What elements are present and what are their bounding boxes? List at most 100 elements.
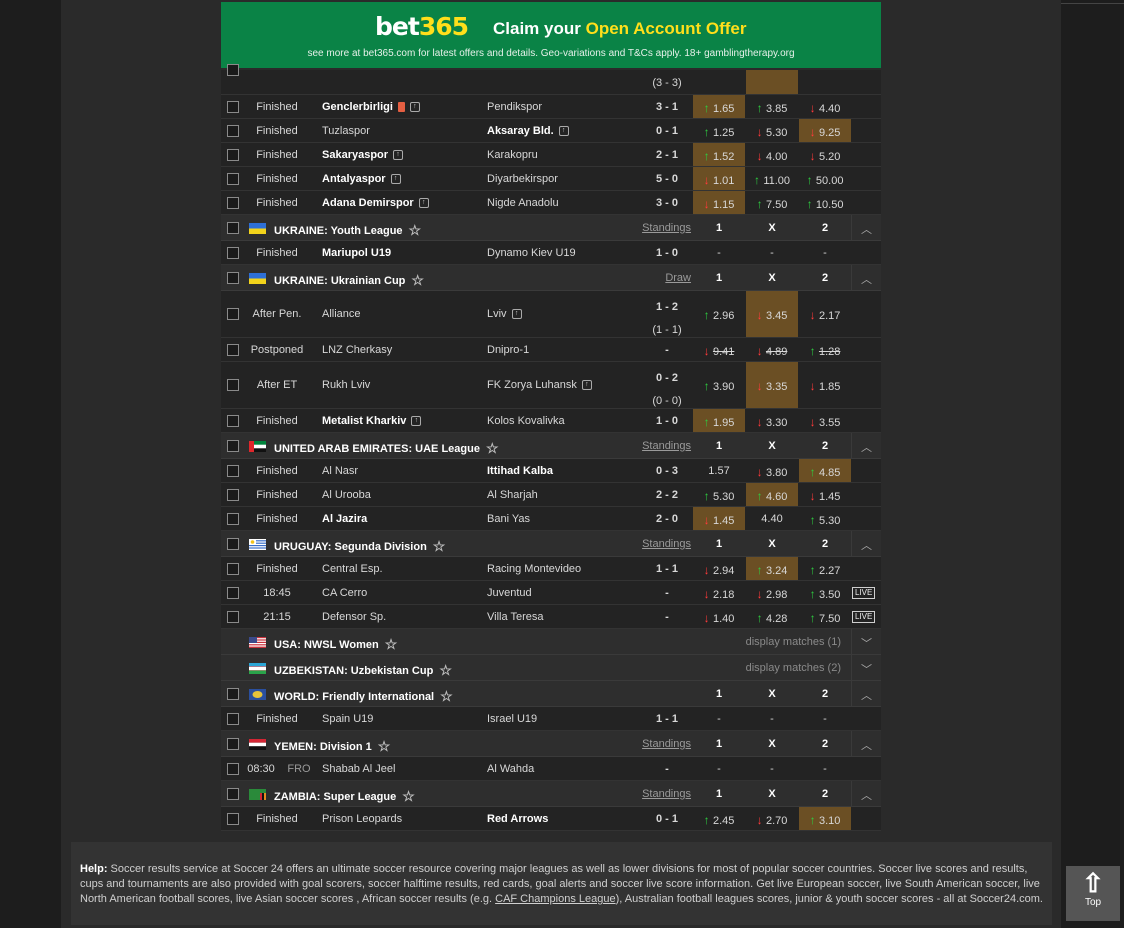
standings-link[interactable]: Standings [642, 788, 691, 800]
odds-home[interactable]: ↑ 1.65 [693, 95, 745, 118]
match-checkbox[interactable] [227, 197, 239, 209]
match-checkbox[interactable] [227, 101, 239, 113]
odds-draw[interactable]: 4.40 [746, 507, 798, 530]
match-checkbox[interactable] [227, 415, 239, 427]
odds-away[interactable]: ↑ 50.00 [799, 167, 851, 190]
odds-away[interactable]: ↓ 5.20 [799, 143, 851, 166]
odds-home[interactable]: - [693, 707, 745, 730]
chevron-up-icon[interactable]: ︿ [851, 215, 881, 240]
odds-away[interactable]: ↓ 1.85 [799, 362, 851, 408]
home-team[interactable]: Al Nasr [322, 465, 358, 477]
odds-draw[interactable]: ↓ 4.00 [746, 143, 798, 166]
match-checkbox[interactable] [227, 308, 239, 320]
odds-draw[interactable]: ↓ 5.30 [746, 119, 798, 142]
match-row[interactable]: Finished Spain U19 Israel U19 1 - 1 - - - [221, 707, 881, 731]
match-checkbox[interactable] [227, 125, 239, 137]
match-checkbox[interactable] [227, 64, 239, 76]
league-checkbox[interactable] [227, 738, 239, 750]
league-name[interactable]: UKRAINE: Ukrainian Cup ☆ [274, 272, 424, 289]
star-icon[interactable]: ☆ [402, 788, 415, 804]
match-checkbox[interactable] [227, 149, 239, 161]
match-row[interactable]: 18:45 CA Cerro Juventud - ↓ 2.18 ↓ 2.98 ↑ 3.50… [221, 581, 881, 605]
odds-draw[interactable]: ↓ 4.89 [746, 338, 798, 361]
league-checkbox[interactable] [227, 538, 239, 550]
chevron-up-icon[interactable]: ︿ [851, 265, 881, 290]
odds-away[interactable]: ↓ 9.25 [799, 119, 851, 142]
league-name[interactable]: UNITED ARAB EMIRATES: UAE League ☆ [274, 440, 499, 457]
live-badge[interactable]: LIVE [852, 587, 876, 599]
away-team[interactable]: Karakopru [487, 149, 538, 161]
odds-home[interactable]: ↓ 2.18 [693, 581, 745, 604]
odds-away[interactable]: ↓ 1.45 [799, 483, 851, 506]
odds-draw[interactable]: ↓ 3.35 [746, 362, 798, 408]
odds-draw[interactable]: ↓ 3.30 [746, 409, 798, 432]
match-row[interactable]: Finished Sakaryaspor ↑ Karakopru 2 - 1 ↑ 1.52… [221, 143, 881, 167]
chevron-down-icon[interactable]: ﹀ [851, 655, 881, 680]
star-icon[interactable]: ☆ [440, 688, 453, 704]
star-icon[interactable]: ☆ [408, 222, 422, 238]
odds-away[interactable]: ↑ 10.50 [799, 191, 851, 214]
league-checkbox[interactable] [227, 440, 239, 452]
chevron-up-icon[interactable]: ︿ [851, 681, 881, 706]
match-row[interactable]: Finished Al Nasr Ittihad Kalba 0 - 3 1.57 ↓ 3… [221, 459, 881, 483]
home-team[interactable]: Metalist Kharkiv ↑ [322, 415, 422, 427]
odds-home[interactable]: 1.57 [693, 459, 745, 482]
standings-link[interactable]: Standings [642, 222, 691, 234]
caf-champions-league-link[interactable]: CAF Champions League [495, 893, 616, 905]
match-checkbox[interactable] [227, 611, 239, 623]
match-row[interactable]: Finished Genclerbirligi ↑ Pendikspor 3 - 1 ↑ … [221, 95, 881, 119]
star-icon[interactable]: ☆ [439, 662, 452, 678]
league-checkbox[interactable] [227, 688, 239, 700]
home-team[interactable]: Rukh Lviv [322, 379, 370, 391]
odds-away[interactable]: ↓ 4.40 [799, 95, 851, 118]
match-checkbox[interactable] [227, 713, 239, 725]
chevron-up-icon[interactable]: ︿ [851, 531, 881, 556]
match-checkbox[interactable] [227, 465, 239, 477]
standings-link[interactable]: Draw [665, 272, 691, 284]
match-checkbox[interactable] [227, 763, 239, 775]
league-checkbox[interactable] [227, 222, 239, 234]
display-matches-link[interactable]: display matches (1) [745, 636, 841, 648]
odds-home[interactable]: ↓ 9.41 [693, 338, 745, 361]
match-checkbox[interactable] [227, 563, 239, 575]
match-row[interactable]: After ET Rukh Lviv FK Zorya Luhansk ↑ 0 - 2 (… [221, 362, 881, 409]
odds-away[interactable]: ↑ 1.28 [799, 338, 851, 361]
odds-away[interactable]: ↓ 3.55 [799, 409, 851, 432]
league-name[interactable]: UKRAINE: Youth League ☆ [274, 222, 421, 239]
odds-away[interactable]: ↑ 3.10 [799, 807, 851, 830]
odds-away[interactable]: - [799, 241, 851, 264]
bet365-ad-banner[interactable]: bet365 Claim your Open Account Offer see… [221, 2, 881, 68]
league-header[interactable]: URUGUAY: Segunda Division ☆ Standings 1 X 2 ︿ [221, 531, 881, 557]
star-icon[interactable]: ☆ [432, 538, 446, 554]
odds-draw[interactable]: - [746, 757, 798, 780]
league-header[interactable]: WORLD: Friendly International ☆ 1 X 2 ︿ [221, 681, 881, 707]
home-team[interactable]: Adana Demirspor ↑ [322, 197, 429, 209]
match-row[interactable]: Finished Metalist Kharkiv ↑ Kolos Kovalivka… [221, 409, 881, 433]
home-team[interactable]: Central Esp. [322, 563, 383, 575]
odds-draw[interactable]: - [746, 241, 798, 264]
odds-home[interactable]: ↑ 5.30 [693, 483, 745, 506]
away-team[interactable]: Bani Yas [487, 513, 530, 525]
odds-home[interactable]: ↑ 1.25 [693, 119, 745, 142]
odds-away[interactable]: ↑ 3.50 [799, 581, 851, 604]
match-row[interactable]: After Pen. Alliance Lviv ↑ 1 - 2 (1 - 1) ↑ 2.9… [221, 291, 881, 338]
league-name[interactable]: USA: NWSL Women ☆ [274, 636, 397, 653]
away-team[interactable]: Al Sharjah [487, 489, 538, 501]
odds-draw[interactable]: ↑ 3.24 [746, 557, 798, 580]
odds-home[interactable]: - [693, 757, 745, 780]
league-name[interactable]: UZBEKISTAN: Uzbekistan Cup ☆ [274, 662, 452, 679]
league-header[interactable]: USA: NWSL Women ☆ display matches (1) ﹀ [221, 629, 881, 655]
away-team[interactable]: Juventud [487, 587, 532, 599]
odds-home[interactable]: ↓ 1.01 [693, 167, 745, 190]
away-team[interactable]: Diyarbekirspor [487, 173, 558, 185]
odds-away[interactable]: ↑ 7.50 [799, 605, 851, 628]
away-team[interactable]: Dynamo Kiev U19 [487, 247, 576, 259]
away-team[interactable]: Lviv ↑ [487, 308, 522, 320]
odds-home[interactable]: ↓ 1.45 [693, 507, 745, 530]
match-row[interactable]: 08:30 FRO Shabab Al Jeel Al Wahda - - - - [221, 757, 881, 781]
odds-home[interactable]: ↑ 2.96 [693, 291, 745, 337]
league-name[interactable]: URUGUAY: Segunda Division ☆ [274, 538, 445, 555]
chevron-up-icon[interactable]: ︿ [851, 731, 881, 756]
standings-link[interactable]: Standings [642, 440, 691, 452]
live-badge[interactable]: LIVE [852, 611, 876, 623]
